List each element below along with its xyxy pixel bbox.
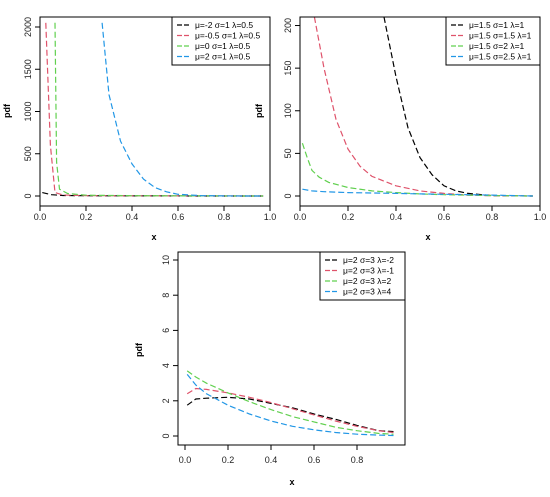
legend-entry: μ=2 σ=1 λ=0.5 [195, 52, 251, 62]
x-tick-label: 0.6 [308, 455, 321, 465]
x-axis-title: x [151, 232, 156, 242]
x-tick-label: 0.8 [218, 212, 231, 222]
series-group [301, 17, 533, 197]
y-tick-label: 0 [283, 193, 293, 198]
x-tick-label: 1.0 [264, 212, 277, 222]
legend-entry: μ=2 σ=3 λ=4 [343, 287, 391, 297]
x-tick-label: 0.0 [179, 455, 192, 465]
x-tick-label: 0.0 [34, 212, 47, 222]
legend: μ=2 σ=3 λ=-2μ=2 σ=3 λ=-1μ=2 σ=3 λ=2μ=2 σ… [319, 251, 406, 301]
series-line-2 [45, 22, 264, 197]
y-tick-label: 1500 [23, 59, 33, 79]
y-tick-label: 4 [161, 363, 171, 368]
y-tick-label: 1000 [23, 101, 33, 121]
x-axis-title: x [289, 477, 294, 487]
x-tick-label: 0.0 [294, 212, 307, 222]
series-line-4 [101, 22, 264, 197]
y-tick-label: 2 [161, 398, 171, 403]
x-tick-label: 0.8 [486, 212, 499, 222]
legend-entry: μ=1.5 σ=2.5 λ=1 [469, 52, 532, 62]
series-line-4 [186, 374, 394, 437]
series-line-1 [186, 396, 394, 433]
legend-entry: μ=-0.5 σ=1 λ=0.5 [195, 31, 260, 41]
y-tick-label: 50 [283, 148, 293, 158]
x-tick-label: 1.0 [534, 212, 547, 222]
x-tick-label: 0.4 [126, 212, 139, 222]
x-tick-label: 0.4 [265, 455, 278, 465]
legend-entry: μ=-2 σ=1 λ=0.5 [195, 20, 253, 30]
x-tick-label: 0.2 [342, 212, 355, 222]
series-line-3 [54, 22, 264, 197]
y-tick-label: 0 [23, 193, 33, 198]
legend-entry: μ=0 σ=1 λ=0.5 [195, 41, 251, 51]
plot-frame [177, 251, 406, 446]
y-tick-label: 150 [283, 61, 293, 76]
y-tick-label: 10 [161, 255, 171, 265]
series-group [186, 370, 394, 437]
x-tick-label: 0.6 [438, 212, 451, 222]
y-axis-title: pdf [254, 103, 264, 118]
series-line-1 [383, 17, 533, 197]
series-group [42, 22, 264, 197]
y-tick-label: 0 [161, 433, 171, 438]
y-tick-label: 500 [23, 146, 33, 161]
x-tick-label: 0.2 [80, 212, 93, 222]
x-axis-title: x [425, 232, 430, 242]
plot-frame [299, 16, 541, 207]
y-tick-label: 6 [161, 328, 171, 333]
y-axis-title: pdf [2, 103, 12, 118]
x-tick-label: 0.8 [351, 455, 364, 465]
x-tick-label: 0.4 [390, 212, 403, 222]
series-line-3 [186, 370, 394, 435]
legend: μ=-2 σ=1 λ=0.5μ=-0.5 σ=1 λ=0.5μ=0 σ=1 λ=… [171, 16, 271, 66]
y-tick-label: 8 [161, 293, 171, 298]
chart-panel-2: 0.0 0.2 0.4 0.6 0.8 1.0 0 50 100 150 200 x pdf μ=1.5 … [254, 16, 547, 242]
legend-entry: μ=2 σ=3 λ=2 [343, 276, 391, 286]
y-tick-label: 200 [283, 18, 293, 33]
x-tick-label: 0.2 [222, 455, 235, 465]
legend-entry: μ=2 σ=3 λ=-1 [343, 266, 394, 276]
y-tick-label: 2000 [23, 17, 33, 37]
series-line-4 [302, 188, 533, 197]
y-axis-title: pdf [134, 342, 144, 357]
legend-entry: μ=1.5 σ=2 λ=1 [469, 41, 525, 51]
legend-entry: μ=2 σ=3 λ=-2 [343, 255, 394, 265]
x-tick-label: 0.6 [172, 212, 185, 222]
y-tick-label: 100 [283, 103, 293, 118]
legend-entry: μ=1.5 σ=1 λ=1 [469, 20, 525, 30]
legend: μ=1.5 σ=1 λ=1μ=1.5 σ=1.5 λ=1μ=1.5 σ=2 λ=… [445, 16, 541, 66]
series-line-2 [186, 387, 394, 434]
chart-panel-1: 0.0 0.2 0.4 0.6 0.8 1.0 0 500 1000 1500 2000 x pdf μ=… [2, 16, 277, 242]
legend-entry: μ=1.5 σ=1.5 λ=1 [469, 31, 532, 41]
